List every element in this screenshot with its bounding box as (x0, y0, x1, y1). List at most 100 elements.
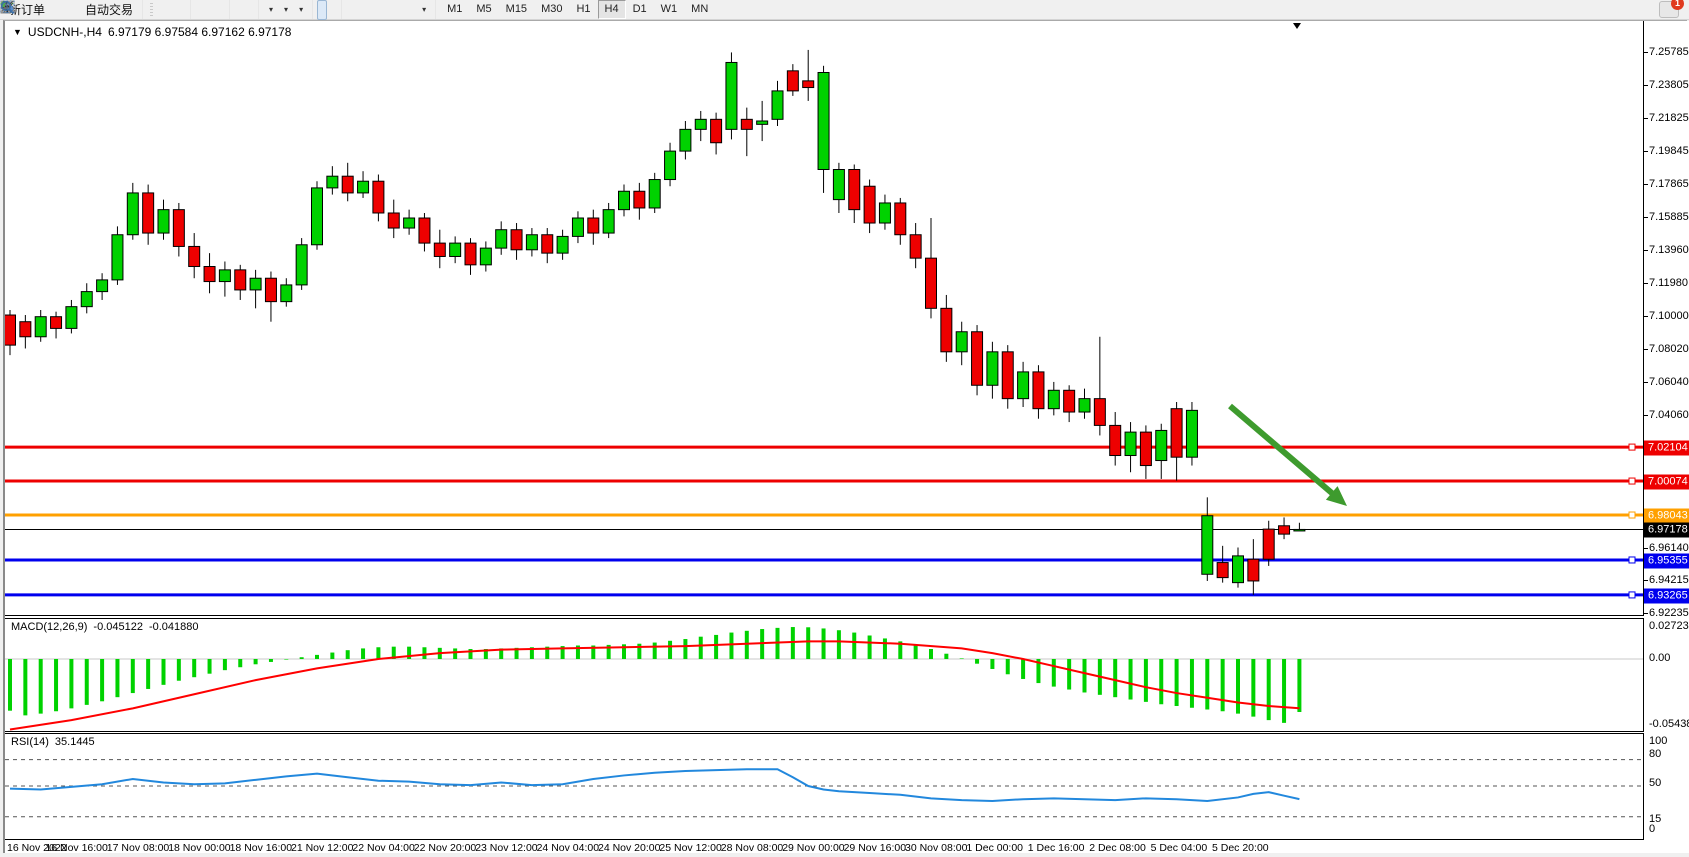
rsi-chart[interactable] (5, 734, 1643, 839)
candle (602, 209, 615, 234)
bar-chart-button[interactable] (1, 0, 166, 20)
timeframe-button-w1[interactable]: W1 (660, 3, 678, 15)
candle (633, 190, 646, 209)
time-axis-label: 29 Nov 00:00 (782, 842, 845, 854)
rsi-axis-label: 50 (1649, 777, 1662, 789)
horn-button[interactable] (0, 0, 60, 20)
text-label-button[interactable]: T (0, 0, 416, 20)
new-chart-button[interactable] (1, 0, 244, 20)
timeframe-button-m5[interactable]: M5 (476, 3, 492, 15)
candle (495, 229, 508, 249)
horizontal-line-button[interactable] (1, 0, 366, 20)
level-handle[interactable] (1628, 443, 1636, 451)
candlestick-chart[interactable] (5, 21, 1643, 615)
rsi-panel[interactable]: RSI(14) 35.1445 (5, 733, 1644, 840)
candle (50, 316, 63, 329)
trendline-button[interactable] (0, 0, 376, 20)
candle (571, 217, 584, 237)
time-axis-label: 24 Nov 20:00 (598, 842, 661, 854)
drag-handle[interactable] (150, 2, 154, 17)
level-handle[interactable] (1628, 511, 1636, 519)
cursor-button[interactable] (3, 0, 328, 20)
arrows-button[interactable]: ▾ (0, 0, 431, 20)
axis-tick (1644, 250, 1648, 251)
timeframe-button-mn[interactable]: MN (691, 3, 709, 15)
timeframe-button-m15[interactable]: M15 (505, 3, 528, 15)
price-chart-panel[interactable]: ▼ USDCNH-,H4 6.97179 6.97584 6.97162 6.9… (5, 21, 1644, 616)
rsi-axis-label: 100 (1649, 735, 1668, 747)
candle (556, 235, 569, 254)
axis-tick (1644, 283, 1648, 284)
monitor-button[interactable] (0, 0, 70, 20)
axis-tick (1644, 316, 1648, 317)
price-tick-label: 7.10000 (1649, 310, 1689, 322)
equidistant-channel-button[interactable]: E (0, 0, 386, 20)
candle (1185, 409, 1198, 458)
rsi-axis-label: 80 (1649, 748, 1662, 760)
chart-shift-marker-icon[interactable] (1293, 23, 1301, 29)
auto-trading-button[interactable]: 自动交易 (1, 0, 138, 20)
crosshair-button[interactable] (1, 0, 337, 20)
candle (1047, 389, 1060, 410)
timeframe-button-m1[interactable]: M1 (447, 3, 463, 15)
svg-text:F: F (11, 9, 15, 13)
price-axis[interactable]: 7.25785 7.23805 7.21825 7.19845 7.17865 7.158… (1644, 21, 1689, 854)
time-axis[interactable]: 16 Nov 2022 16 Nov 16:00 17 Nov 08:00 18 No… (5, 841, 1644, 855)
time-axis-label: 25 Nov 12:00 (659, 842, 722, 854)
trendline-icon (0, 0, 14, 13)
level-handle[interactable] (1628, 556, 1636, 564)
collapse-arrow-icon[interactable]: ▼ (13, 27, 22, 37)
zoom-out-button[interactable] (1, 0, 215, 20)
candle (65, 306, 78, 329)
candlestick-chart-button[interactable] (1, 0, 176, 20)
level-handle[interactable] (1628, 591, 1636, 599)
template-caret: ▾ (299, 5, 304, 14)
time-axis-label: 22 Nov 20:00 (413, 842, 477, 854)
template-button[interactable]: ▾ (0, 0, 308, 20)
text-icon: A (2, 2, 10, 13)
tile-windows-button[interactable] (1, 0, 225, 20)
candle (587, 217, 600, 234)
candle (802, 80, 815, 89)
macd-panel[interactable]: MACD(12,26,9) -0.045122 -0.041880 (5, 618, 1644, 732)
toolbar-group-indicators: ▾ ▾ ▾ (0, 0, 312, 20)
vertical-line-button[interactable] (4, 0, 356, 20)
level-price-label: 7.00074 (1644, 474, 1689, 490)
indicators-button[interactable]: ▾ (0, 0, 278, 20)
macd-chart[interactable] (5, 619, 1643, 731)
text-button[interactable]: A (2, 0, 406, 20)
fibonacci-button[interactable]: F (1, 0, 396, 20)
rsi-axis-label: 0 (1649, 823, 1656, 835)
search-icon[interactable] (0, 0, 15, 15)
time-axis-label: 16 Nov 16:00 (45, 842, 108, 854)
radar-button[interactable] (1, 0, 80, 20)
timeframe-button-h1[interactable]: H1 (576, 3, 591, 15)
line-chart-button[interactable] (0, 0, 186, 20)
macd-axis-label: 0.00 (1649, 652, 1671, 664)
axis-tick (1644, 217, 1648, 218)
candle (96, 279, 109, 293)
candle (848, 169, 861, 211)
timeframe-button-m30[interactable]: M30 (541, 3, 563, 15)
trend-arrow-head[interactable] (1325, 486, 1347, 506)
candle (464, 242, 477, 266)
time-axis-label: 22 Nov 04:00 (352, 842, 415, 854)
auto-trading-label: 自动交易 (85, 3, 134, 17)
toolbar-group-trade: 新订单 自动交易 (0, 0, 142, 19)
timeframe-button-h4[interactable]: H4 (597, 0, 626, 19)
candle (740, 118, 753, 130)
notifications-button[interactable]: 1 (1659, 0, 1684, 18)
timeframe-button-d1[interactable]: D1 (632, 3, 647, 15)
axis-tick (1644, 151, 1648, 152)
candle (664, 150, 677, 181)
zoom-in-button[interactable] (1, 0, 205, 20)
trend-arrow[interactable] (1228, 403, 1339, 500)
price-tick-label: 7.11980 (1649, 277, 1688, 289)
chart-list-button[interactable] (1, 0, 254, 20)
candle (878, 202, 891, 224)
period-button[interactable]: ▾ (0, 0, 293, 20)
toolbar-group-windows (1, 0, 258, 20)
time-axis-label: 5 Dec 04:00 (1150, 842, 1208, 854)
macd-axis-label: 0.027238 (1649, 620, 1689, 632)
level-handle[interactable] (1628, 477, 1636, 485)
